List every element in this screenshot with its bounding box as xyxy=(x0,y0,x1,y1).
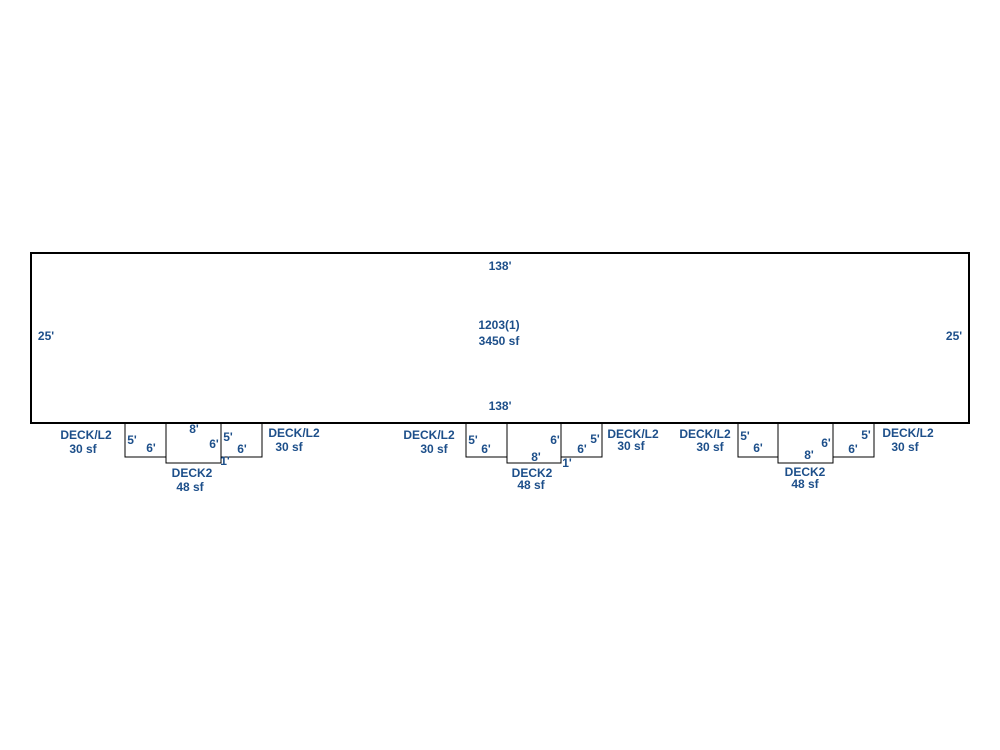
deck-outline xyxy=(560,422,603,458)
dimension: 6' xyxy=(753,441,763,455)
deck-label: DECK2 xyxy=(512,466,553,480)
dimension: 1' xyxy=(562,456,572,470)
deck-area: 30 sf xyxy=(696,440,724,454)
deck-label: DECK2 xyxy=(172,466,213,480)
deck-label: DECK/L2 xyxy=(268,426,320,440)
deck-area: 48 sf xyxy=(517,478,545,492)
dimension: 8' xyxy=(804,448,814,462)
dimension: 6' xyxy=(550,433,560,447)
dimension: 5' xyxy=(127,433,137,447)
deck-label: DECK/L2 xyxy=(60,428,112,442)
deck-area: 30 sf xyxy=(891,440,919,454)
dimension: 6' xyxy=(146,441,156,455)
deck-area: 30 sf xyxy=(420,442,448,456)
deck-area: 48 sf xyxy=(176,480,204,494)
dimension: 138' xyxy=(489,259,512,273)
deck-area: 30 sf xyxy=(617,439,645,453)
dimension: 5' xyxy=(223,430,233,444)
deck-outline xyxy=(220,422,263,458)
dimension: 6' xyxy=(237,442,247,456)
deck-label: DECK/L2 xyxy=(403,428,455,442)
dimension: 5' xyxy=(468,433,478,447)
deck-label: DECK/L2 xyxy=(607,427,659,441)
dimension: 8' xyxy=(189,422,199,436)
dimension: 6' xyxy=(848,442,858,456)
deck-label: DECK/L2 xyxy=(679,427,731,441)
dimension: 5' xyxy=(861,428,871,442)
deck-area: 48 sf xyxy=(791,477,819,491)
area-label: 1203(1) xyxy=(478,318,519,332)
dimension: 5' xyxy=(740,429,750,443)
dimension: 5' xyxy=(590,432,600,446)
dimension: 6' xyxy=(821,436,831,450)
deck-area: 30 sf xyxy=(275,440,303,454)
dimension: 8' xyxy=(531,450,541,464)
dimension: 6' xyxy=(577,442,587,456)
dimension: 25' xyxy=(946,329,962,343)
dimension: 6' xyxy=(481,442,491,456)
area-value: 3450 sf xyxy=(479,334,521,348)
dimension: 1' xyxy=(220,454,230,468)
deck-area: 30 sf xyxy=(69,442,97,456)
deck-label: DECK2 xyxy=(785,465,826,479)
deck-label: DECK/L2 xyxy=(882,426,934,440)
dimension: 6' xyxy=(209,437,219,451)
dimension: 25' xyxy=(38,329,54,343)
deck-outline xyxy=(832,422,875,458)
dimension: 138' xyxy=(489,399,512,413)
